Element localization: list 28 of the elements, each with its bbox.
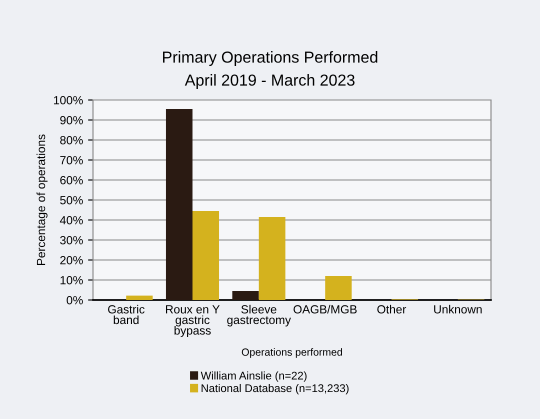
x-tick-label: Sleeve gastrectomy (227, 304, 291, 326)
bar (258, 217, 286, 300)
y-tick-label: 60% (60, 176, 83, 184)
y-tick-label: 50% (60, 196, 83, 204)
bar (126, 296, 153, 300)
bar (166, 109, 192, 300)
x-tick-label: Roux en Y gastric bypass (166, 305, 220, 338)
y-tick-label: 80% (60, 136, 83, 144)
bar (192, 211, 220, 300)
y-axis-title: Percentage of operations (36, 134, 48, 265)
legend-label: William Ainslie (n=22) (200, 371, 307, 382)
x-axis-title: Operations performed (242, 348, 342, 358)
y-tick-label: 100% (54, 96, 83, 104)
y-tick-label: 40% (60, 216, 83, 224)
bar (325, 276, 352, 300)
x-tick-label: OAGB/MGB (294, 304, 357, 314)
y-tick-label: 0% (66, 296, 83, 304)
y-tick-label: 70% (60, 156, 83, 164)
x-tick-label: Other (377, 304, 406, 314)
y-tick-label: 10% (60, 276, 83, 284)
chart-title: Primary Operations Performed April 2019 - March 2023 (163, 51, 378, 89)
legend-label: National Database (n=13,233) (202, 384, 349, 394)
x-tick-label: Gastric band (108, 304, 145, 324)
bar (232, 291, 259, 300)
x-tick-label: Unknown (434, 304, 482, 314)
y-tick-label: 20% (60, 256, 83, 264)
y-tick-label: 30% (60, 236, 83, 244)
y-tick-label: 90% (60, 116, 83, 124)
